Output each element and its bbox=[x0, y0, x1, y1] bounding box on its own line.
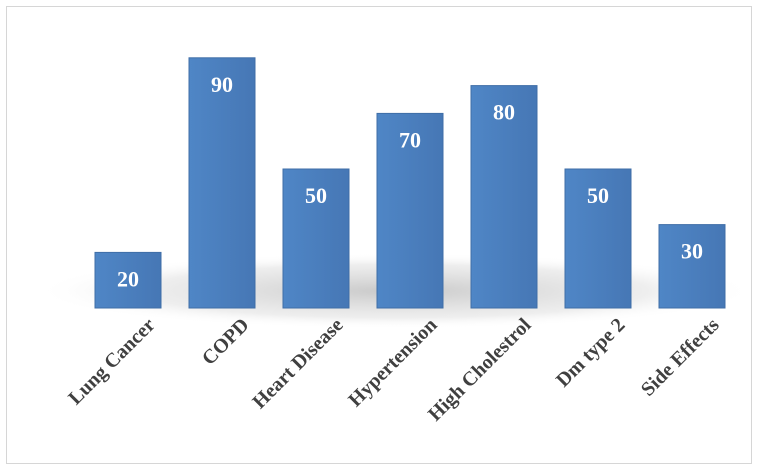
bar-high-cholestrol bbox=[470, 85, 538, 309]
category-label: Dm type 2 bbox=[552, 314, 630, 392]
category-label: Side Effects bbox=[637, 314, 724, 401]
data-labels-layer: 20 90 50 70 80 50 30 bbox=[117, 72, 703, 292]
bar-dm-type-2 bbox=[564, 168, 632, 309]
bar-hypertension bbox=[376, 112, 444, 309]
category-label: Lung Cancer bbox=[64, 314, 159, 409]
bar-lung-cancer bbox=[94, 251, 162, 309]
bar-copd bbox=[188, 57, 256, 309]
bar-side-effects bbox=[658, 224, 726, 309]
data-label: 90 bbox=[211, 72, 233, 97]
data-label: 20 bbox=[117, 266, 139, 291]
data-label: 50 bbox=[587, 183, 609, 208]
data-label: 30 bbox=[681, 239, 703, 264]
category-label: High Cholestrol bbox=[424, 314, 536, 426]
data-label: 50 bbox=[305, 183, 327, 208]
bar-heart-disease bbox=[282, 168, 350, 309]
data-label: 80 bbox=[493, 100, 515, 125]
category-label: Heart Disease bbox=[248, 314, 347, 413]
data-label: 70 bbox=[399, 127, 421, 152]
bars-layer bbox=[94, 57, 726, 309]
